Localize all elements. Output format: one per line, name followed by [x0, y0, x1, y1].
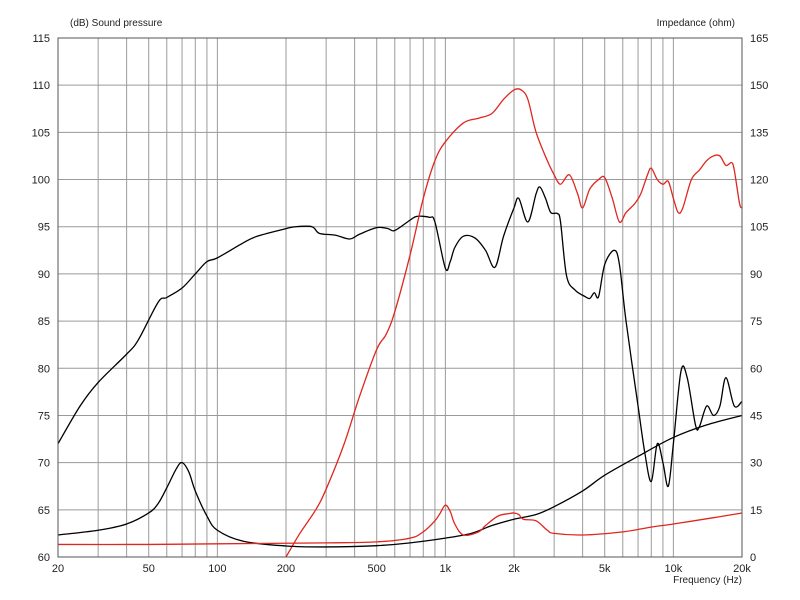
y-left-tick-label: 65 — [38, 505, 50, 517]
plot-frame — [57, 37, 743, 558]
data-curves — [57, 88, 743, 558]
y-left-tick-label: 105 — [32, 127, 50, 139]
y-right-tick-label: 105 — [750, 222, 768, 234]
y-left-tick-label: 75 — [38, 410, 50, 422]
x-tick-label: 50 — [143, 563, 155, 575]
y-right-tick-label: 0 — [750, 552, 756, 564]
y-right-tick-label: 30 — [750, 458, 762, 470]
y-right-tick-label: 120 — [750, 175, 768, 187]
x-tick-label: 500 — [368, 563, 386, 575]
y-right-tick-label: 165 — [750, 33, 768, 45]
y-left-tick-label: 90 — [38, 269, 50, 281]
x-tick-label: 5k — [599, 563, 611, 575]
y-right-tick-label: 150 — [750, 80, 768, 92]
y-right-tick-label: 45 — [750, 410, 762, 422]
y-right-tick-label: 135 — [750, 127, 768, 139]
x-tick-label: 10k — [664, 563, 682, 575]
left-axis-title: (dB) Sound pressure — [70, 18, 163, 29]
y-right-tick-label: 15 — [750, 505, 762, 517]
x-tick-label: 20 — [52, 563, 64, 575]
y-left-tick-label: 85 — [38, 316, 50, 328]
x-tick-label: 1k — [440, 563, 452, 575]
y-right-tick-label: 90 — [750, 269, 762, 281]
tick-labels: 20 50 100 200 500 1k 2k 5k 10k 20k 60 65 70 75 80 85 90 9… — [32, 33, 769, 575]
y-left-tick-label: 60 — [38, 552, 50, 564]
x-axis-title: Frequency (Hz) — [673, 575, 742, 586]
y-right-tick-label: 75 — [750, 316, 762, 328]
right-axis-title: Impedance (ohm) — [657, 18, 735, 29]
x-tick-label: 20k — [733, 563, 751, 575]
curve-2-sound-pressure — [285, 88, 743, 558]
curve-3-impedance — [57, 414, 743, 548]
grid-lines — [58, 38, 742, 557]
y-left-tick-label: 100 — [32, 175, 50, 187]
y-left-tick-label: 115 — [32, 33, 50, 45]
curve-1-sound-pressure — [57, 186, 743, 488]
curve-4-impedance — [57, 504, 743, 546]
x-tick-label: 200 — [277, 563, 295, 575]
x-tick-label: 100 — [208, 563, 226, 575]
y-left-tick-label: 80 — [38, 363, 50, 375]
y-left-tick-label: 110 — [32, 80, 50, 92]
x-tick-label: 2k — [508, 563, 520, 575]
y-left-tick-label: 70 — [38, 458, 50, 470]
y-right-tick-label: 60 — [750, 363, 762, 375]
y-left-tick-label: 95 — [38, 222, 50, 234]
